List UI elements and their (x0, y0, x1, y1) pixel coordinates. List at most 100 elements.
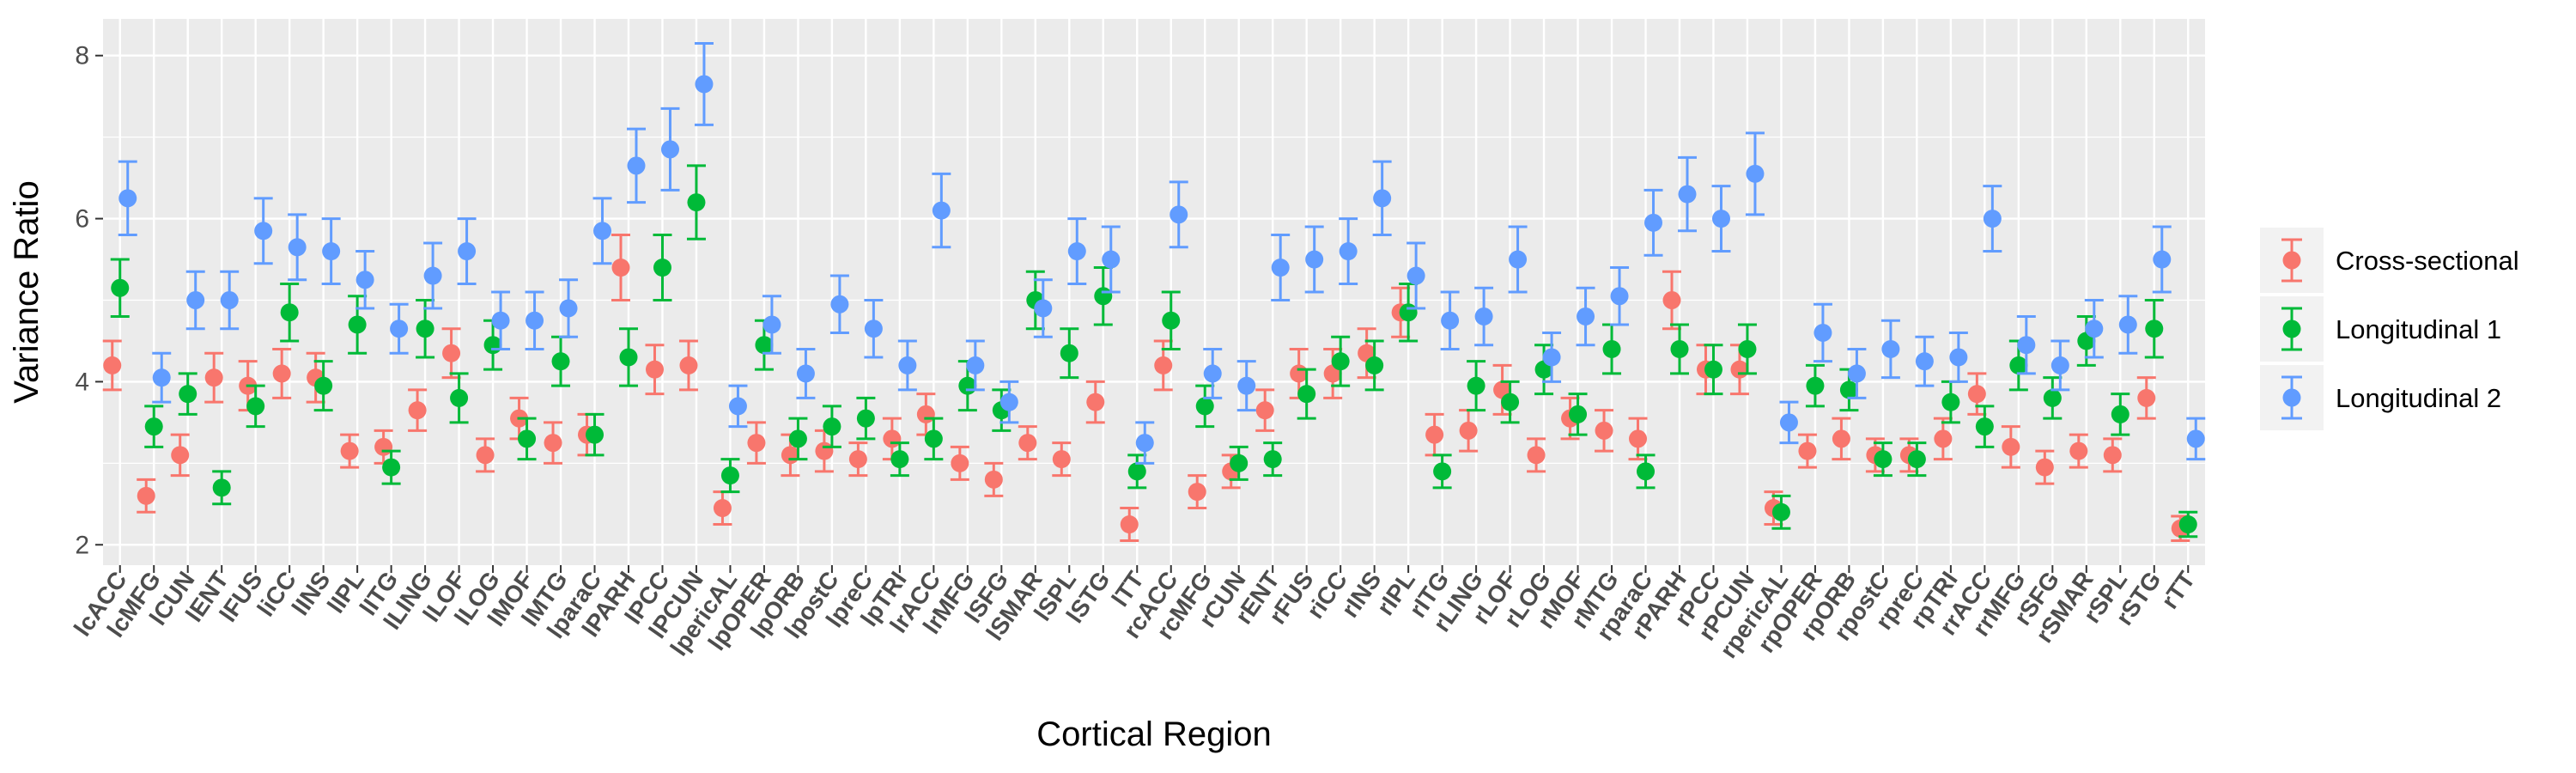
legend-item: Longitudinal 1 (2260, 296, 2501, 362)
data-point (627, 156, 646, 175)
data-point (1907, 450, 1926, 469)
data-point (2002, 437, 2020, 456)
data-point (518, 429, 537, 448)
data-point (966, 356, 985, 374)
data-point (1297, 385, 1316, 404)
data-point (103, 356, 122, 374)
data-point (1120, 515, 1139, 534)
data-point (823, 417, 841, 436)
data-point (1941, 393, 1960, 411)
series-longitudinal-1 (110, 164, 2198, 539)
data-point (144, 417, 163, 436)
legend-point (2282, 320, 2301, 338)
data-point (619, 348, 638, 367)
data-point (314, 376, 333, 395)
data-point (1806, 376, 1825, 395)
data-point (728, 397, 747, 416)
data-point (1399, 303, 1418, 322)
data-point (1135, 434, 1154, 453)
data-point (1915, 352, 1934, 371)
data-point (1290, 364, 1309, 383)
data-point (1814, 323, 1832, 342)
data-point (1934, 429, 1953, 448)
data-point (2137, 388, 2156, 407)
data-point (1060, 344, 1078, 362)
data-point (1425, 425, 1444, 444)
legend-item: Longitudinal 2 (2260, 365, 2501, 430)
data-point (1975, 417, 1994, 436)
data-point (1595, 421, 1613, 440)
data-point (1162, 311, 1181, 330)
data-point (1067, 242, 1086, 261)
data-point (999, 393, 1018, 411)
legend-label: Cross-sectional (2336, 246, 2519, 276)
data-point (1255, 401, 1274, 420)
data-point (1798, 441, 1817, 460)
legend-point (2282, 251, 2301, 270)
data-point (2017, 336, 2036, 355)
data-point (1569, 405, 1588, 423)
data-point (118, 189, 137, 208)
data-point (898, 356, 917, 374)
data-point (1467, 376, 1485, 395)
data-point (1339, 242, 1358, 261)
data-point (1509, 250, 1528, 269)
data-point (1644, 213, 1663, 232)
data-point (695, 75, 714, 94)
data-point (687, 193, 706, 212)
data-point (1983, 210, 2002, 228)
data-point (246, 397, 265, 416)
data-point (1832, 429, 1850, 448)
data-point (288, 238, 307, 257)
data-point (1263, 450, 1282, 469)
data-point (883, 429, 902, 448)
data-point (1678, 185, 1697, 204)
data-point (1637, 462, 1656, 481)
data-point (984, 470, 1003, 489)
data-point (171, 446, 190, 465)
data-point (1602, 339, 1621, 358)
plot-panel (103, 19, 2205, 565)
legend-point (2282, 388, 2301, 407)
data-point (1127, 462, 1146, 481)
y-tick-label: 4 (75, 368, 89, 396)
data-point (1331, 352, 1350, 371)
series-cross-sectional (102, 234, 2190, 543)
data-point (2035, 458, 2054, 477)
data-point (1094, 287, 1113, 306)
data-point (1730, 360, 1749, 379)
data-point (1629, 429, 1648, 448)
series-longitudinal-2 (118, 41, 2206, 465)
data-point (932, 201, 951, 220)
data-marks (102, 41, 2206, 543)
data-point (856, 409, 875, 428)
data-point (322, 242, 341, 261)
data-point (491, 311, 510, 330)
data-point (1738, 339, 1757, 358)
data-point (2009, 356, 2028, 374)
data-point (958, 376, 977, 395)
data-point (1711, 210, 1730, 228)
data-point (254, 222, 273, 240)
data-point (951, 453, 969, 472)
data-point (1839, 380, 1858, 399)
data-point (660, 140, 679, 159)
data-point (423, 266, 442, 285)
data-point (382, 458, 401, 477)
x-axis: lcACClcMFGlCUNlENTlFUSliCClINSlIPLlITGlL… (69, 565, 2200, 663)
data-point (796, 364, 815, 383)
data-point (755, 336, 774, 355)
y-tick-label: 2 (75, 531, 89, 559)
y-axis-title: Variance Ratio (8, 180, 46, 403)
data-point (720, 466, 739, 485)
data-point (204, 368, 223, 387)
data-point (1433, 462, 1452, 481)
data-point (2153, 250, 2172, 269)
data-point (1610, 287, 1629, 306)
data-point (340, 441, 359, 460)
data-point (355, 271, 374, 289)
data-point (1881, 339, 1900, 358)
data-point (1154, 356, 1173, 374)
data-point (1847, 364, 1866, 383)
data-point (924, 429, 943, 448)
